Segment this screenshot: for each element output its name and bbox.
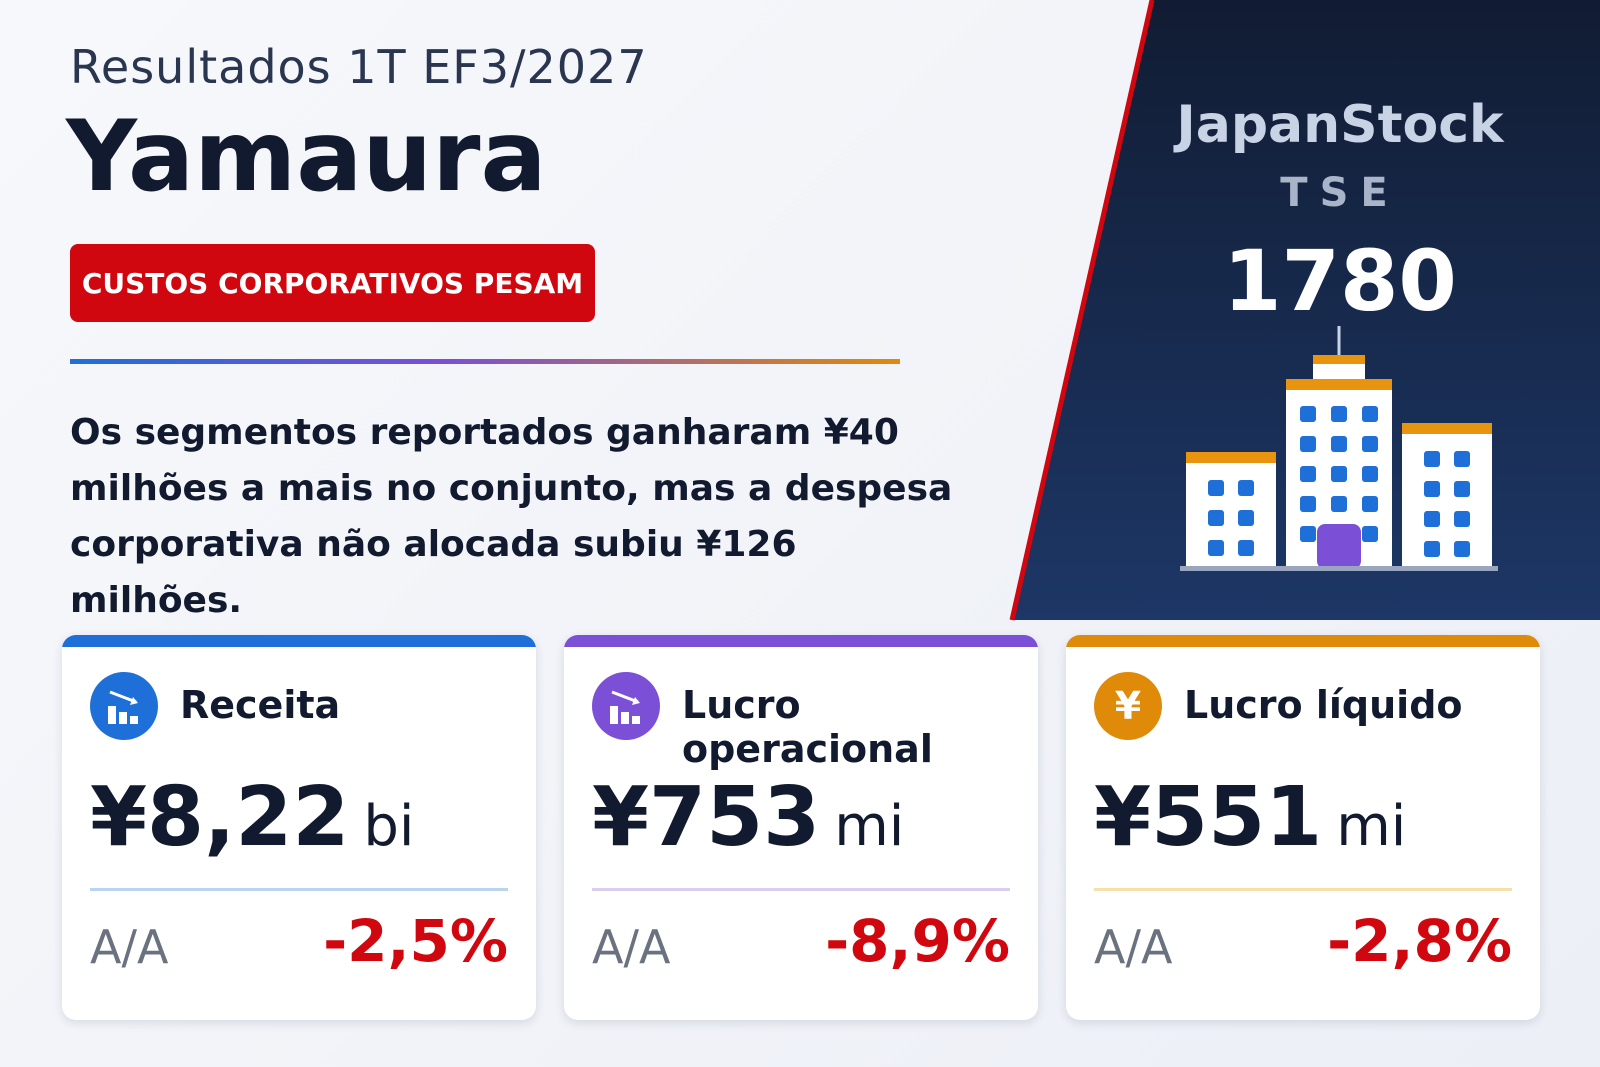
card-divider: [592, 888, 1010, 891]
yoy-change: -8,9%: [825, 907, 1010, 975]
yoy-label: A/A: [90, 920, 169, 974]
card-label: Lucro operacional: [682, 683, 933, 771]
card-value-row: ¥753 mi: [592, 770, 904, 865]
yoy-label: A/A: [592, 920, 671, 974]
brand-market: TSE: [1280, 170, 1400, 216]
yoy-change: -2,8%: [1327, 907, 1512, 975]
card-accent: [62, 635, 536, 647]
icon-symbol: ¥: [1114, 684, 1142, 728]
card-value-row: ¥551 mi: [1094, 770, 1406, 865]
card-label: Lucro líquido: [1184, 683, 1463, 727]
subtitle: Resultados 1T EF3/2027: [70, 40, 648, 94]
summary: Os segmentos reportados ganharam ¥40 mil…: [70, 412, 953, 621]
chart-icon: [108, 690, 138, 724]
yoy-label: A/A: [1094, 920, 1173, 974]
card-icon: ¥: [1094, 672, 1162, 740]
card-divider: [90, 888, 508, 891]
card-label: Receita: [180, 683, 341, 727]
card-value-row: ¥8,22 bi: [90, 770, 414, 865]
card-unit: mi: [834, 794, 905, 859]
card-unit: mi: [1336, 794, 1407, 859]
card-unit: bi: [363, 794, 415, 859]
brand-name: JapanStock: [1176, 95, 1504, 155]
card-value: ¥753: [592, 770, 821, 865]
building-illustration: [1180, 326, 1498, 571]
title: Yamaura: [66, 100, 547, 214]
metric-card: Receita ¥8,22 bi A/A -2,5%: [62, 635, 536, 1020]
metric-card: ¥ Lucro líquido ¥551 mi A/A -2,8%: [1066, 635, 1540, 1020]
metric-card: Lucro operacional ¥753 mi A/A -8,9%: [564, 635, 1038, 1020]
badge: CUSTOS CORPORATIVOS PESAM: [70, 244, 595, 322]
card-value: ¥551: [1094, 770, 1323, 865]
yoy-change: -2,5%: [323, 907, 508, 975]
card-icon: [90, 672, 158, 740]
chart-icon: [610, 690, 640, 724]
card-accent: [1066, 635, 1540, 647]
divider: [70, 359, 900, 364]
card-accent: [564, 635, 1038, 647]
card-divider: [1094, 888, 1512, 891]
card-icon: [592, 672, 660, 740]
stock-code: 1780: [1223, 232, 1457, 330]
card-value: ¥8,22: [90, 770, 350, 865]
